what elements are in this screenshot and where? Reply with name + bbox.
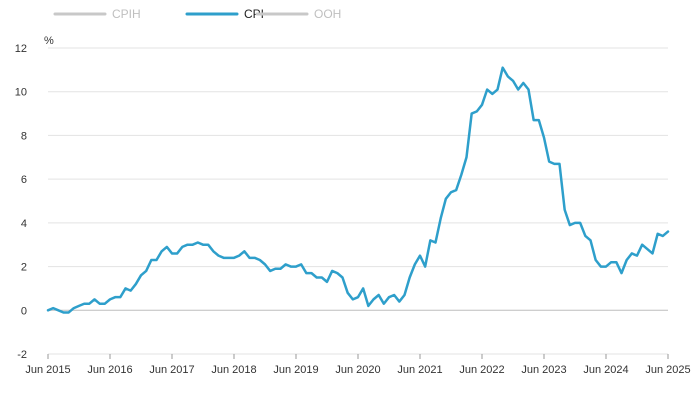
x-axis-ticks: Jun 2015 Jun 2016 Jun 2017 Jun 2018 Jun 2019…: [25, 354, 691, 376]
y-axis-label: %: [44, 35, 54, 47]
x-tick-label: Jun 2021: [397, 364, 442, 376]
x-tick-label: Jun 2022: [459, 364, 504, 376]
legend-item-cpi[interactable]: CPI: [185, 7, 264, 21]
legend-item-cpih[interactable]: CPIH: [53, 7, 141, 21]
legend-label: CPI: [244, 7, 264, 21]
x-tick-label: Jun 2024: [583, 364, 628, 376]
legend-item-ooh[interactable]: OOH: [255, 7, 341, 21]
y-tick-label: 4: [21, 218, 27, 230]
y-tick-label: 6: [21, 174, 27, 186]
y-tick-label: 2: [21, 262, 27, 274]
x-tick-label: Jun 2025: [645, 364, 690, 376]
y-tick-label: 10: [15, 87, 27, 99]
x-tick-label: Jun 2020: [335, 364, 380, 376]
x-tick-label: Jun 2023: [521, 364, 566, 376]
legend-label: OOH: [314, 7, 341, 21]
series-lines: [46, 66, 670, 314]
x-tick-label: Jun 2019: [273, 364, 318, 376]
y-tick-label: 0: [21, 305, 27, 317]
legend-label: CPIH: [112, 7, 141, 21]
y-axis-ticks: -2 0 2 4 6 8 10 12: [15, 43, 27, 361]
x-tick-label: Jun 2017: [149, 364, 194, 376]
gridlines: [48, 47, 668, 355]
x-tick-label: Jun 2016: [87, 364, 132, 376]
chart-legend[interactable]: CPIH CPI OOH: [53, 7, 341, 21]
y-tick-label: 12: [15, 43, 27, 55]
series-line-cpi: [46, 66, 670, 314]
x-tick-label: Jun 2015: [25, 364, 70, 376]
x-tick-label: Jun 2018: [211, 364, 256, 376]
y-tick-label: 8: [21, 130, 27, 142]
y-tick-label: -2: [17, 349, 27, 361]
